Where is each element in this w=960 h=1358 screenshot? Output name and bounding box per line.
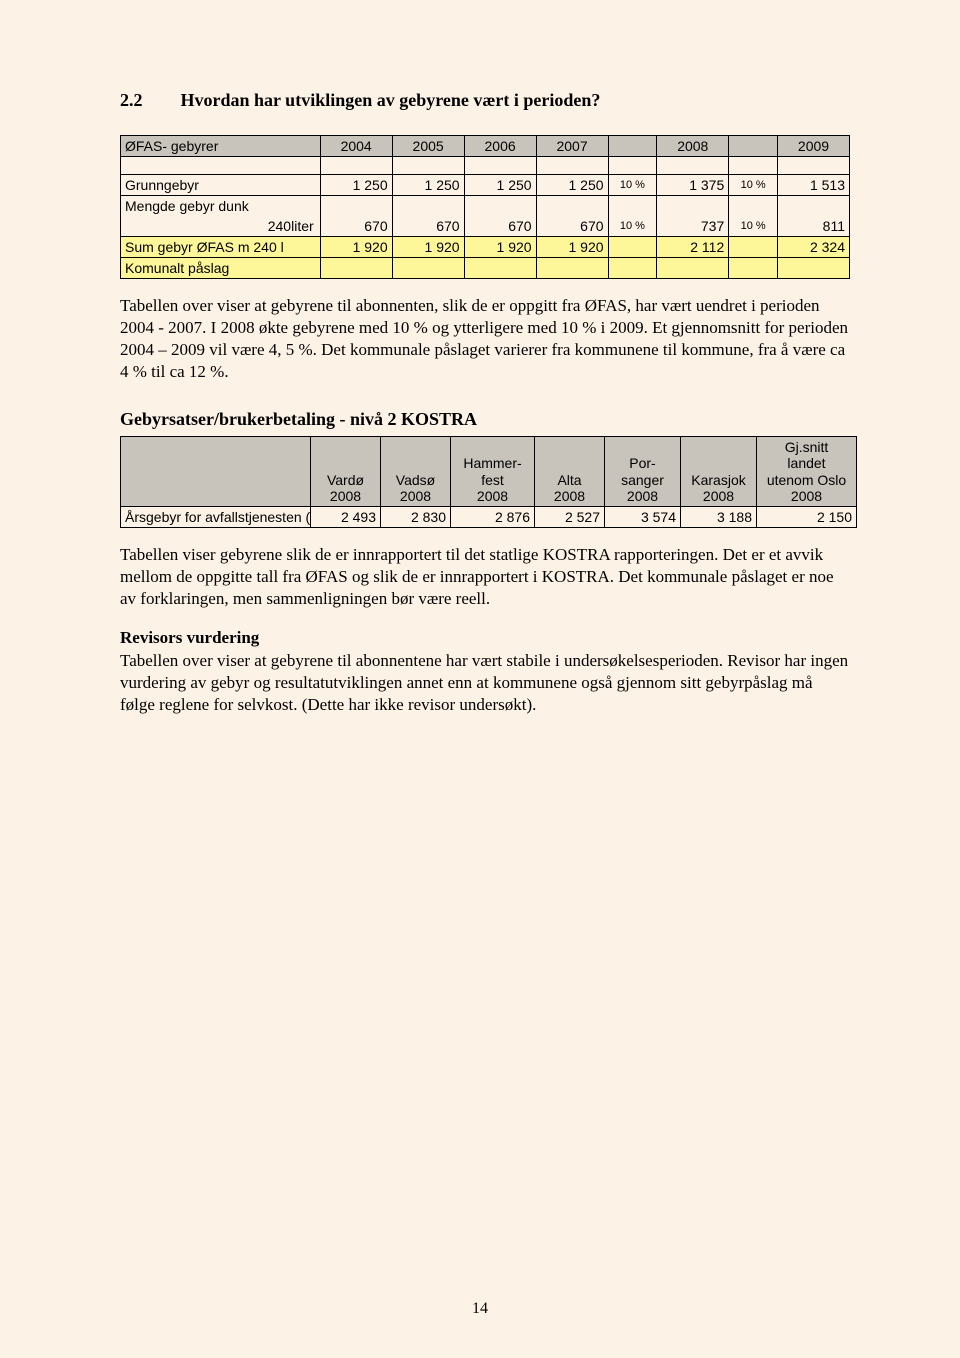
cell: 1 250: [464, 175, 536, 196]
paragraph: Tabellen viser gebyrene slik de er innra…: [120, 544, 850, 610]
row-label: Mengde gebyr dunk: [121, 196, 321, 217]
col-header-blank: [729, 136, 778, 157]
col-header: Hammer-fest2008: [451, 437, 535, 506]
cell: 3 574: [605, 506, 681, 527]
pct-cell: 10 %: [729, 216, 778, 237]
col-header: Vadsø2008: [381, 437, 451, 506]
pct-cell: 10 %: [608, 175, 657, 196]
pct-cell: 10 %: [608, 216, 657, 237]
cell: 1 920: [392, 237, 464, 258]
cell: 2 876: [451, 506, 535, 527]
row-label: Sum gebyr ØFAS m 240 l: [121, 237, 321, 258]
row-label: Årsgebyr for avfallstjenesten (: [121, 506, 311, 527]
col-header: Vardø2008: [311, 437, 381, 506]
paragraph: Tabellen over viser at gebyrene til abon…: [120, 650, 850, 716]
cell: 2 112: [657, 237, 729, 258]
pct-cell: 10 %: [729, 175, 778, 196]
pct-cell: [729, 258, 778, 279]
cell: [464, 258, 536, 279]
col-header: Gj.snittlandetutenom Oslo2008: [757, 437, 857, 506]
col-header: 2004: [320, 136, 392, 157]
table-row: 240liter 670 670 670 670 10 % 737 10 % 8…: [121, 216, 850, 237]
col-header: 2008: [657, 136, 729, 157]
section-heading: 2.2 Hvordan har utviklingen av gebyrene …: [120, 90, 850, 111]
cell: 2 830: [381, 506, 451, 527]
cell: 1 920: [536, 237, 608, 258]
cell: 670: [536, 216, 608, 237]
cell: [320, 258, 392, 279]
cell: 670: [392, 216, 464, 237]
col-header-blank: [121, 437, 311, 506]
col-header: 2009: [778, 136, 850, 157]
col-header: Alta2008: [535, 437, 605, 506]
kostra-table: Vardø2008 Vadsø2008 Hammer-fest2008 Alta…: [120, 436, 857, 527]
section-title: Hvordan har utviklingen av gebyrene vært…: [181, 90, 601, 110]
cell: [392, 258, 464, 279]
cell: [657, 258, 729, 279]
cell: 1 250: [320, 175, 392, 196]
revisor-heading: Revisors vurdering: [120, 628, 850, 648]
cell: 670: [464, 216, 536, 237]
pct-cell: [608, 237, 657, 258]
table-header-row: Vardø2008 Vadsø2008 Hammer-fest2008 Alta…: [121, 437, 857, 506]
row-label: 240liter: [121, 216, 321, 237]
row-label: Grunngebyr: [121, 175, 321, 196]
cell: 2 493: [311, 506, 381, 527]
table-row: Komunalt påslag: [121, 258, 850, 279]
cell: 2 527: [535, 506, 605, 527]
cell: [536, 258, 608, 279]
table-row: Årsgebyr for avfallstjenesten ( 2 493 2 …: [121, 506, 857, 527]
cell: 1 513: [778, 175, 850, 196]
section-number: 2.2: [120, 90, 176, 111]
pct-cell: [608, 258, 657, 279]
col-header-blank: [608, 136, 657, 157]
table-header-row: ØFAS- gebyrer 2004 2005 2006 2007 2008 2…: [121, 136, 850, 157]
cell: 737: [657, 216, 729, 237]
cell: 2 324: [778, 237, 850, 258]
table2-title: Gebyrsatser/brukerbetaling - nivå 2 KOST…: [120, 409, 850, 430]
col-header: 2007: [536, 136, 608, 157]
spacer-row: [121, 157, 850, 175]
cell: [778, 258, 850, 279]
ofas-gebyrer-table: ØFAS- gebyrer 2004 2005 2006 2007 2008 2…: [120, 135, 850, 279]
paragraph: Tabellen over viser at gebyrene til abon…: [120, 295, 850, 383]
table-row: Sum gebyr ØFAS m 240 l 1 920 1 920 1 920…: [121, 237, 850, 258]
cell: 670: [320, 216, 392, 237]
col-header: 2005: [392, 136, 464, 157]
table-title-cell: ØFAS- gebyrer: [121, 136, 321, 157]
col-header: 2006: [464, 136, 536, 157]
cell: 3 188: [681, 506, 757, 527]
pct-cell: [729, 237, 778, 258]
page-number: 14: [0, 1300, 960, 1318]
col-header: Karasjok2008: [681, 437, 757, 506]
cell: 1 250: [392, 175, 464, 196]
cell: 1 375: [657, 175, 729, 196]
cell: 2 150: [757, 506, 857, 527]
col-header: Por-sanger2008: [605, 437, 681, 506]
cell: 1 920: [464, 237, 536, 258]
cell: 811: [778, 216, 850, 237]
cell: 1 250: [536, 175, 608, 196]
cell: 1 920: [320, 237, 392, 258]
table-row: Mengde gebyr dunk: [121, 196, 850, 217]
table-row: Grunngebyr 1 250 1 250 1 250 1 250 10 % …: [121, 175, 850, 196]
row-label: Komunalt påslag: [121, 258, 321, 279]
